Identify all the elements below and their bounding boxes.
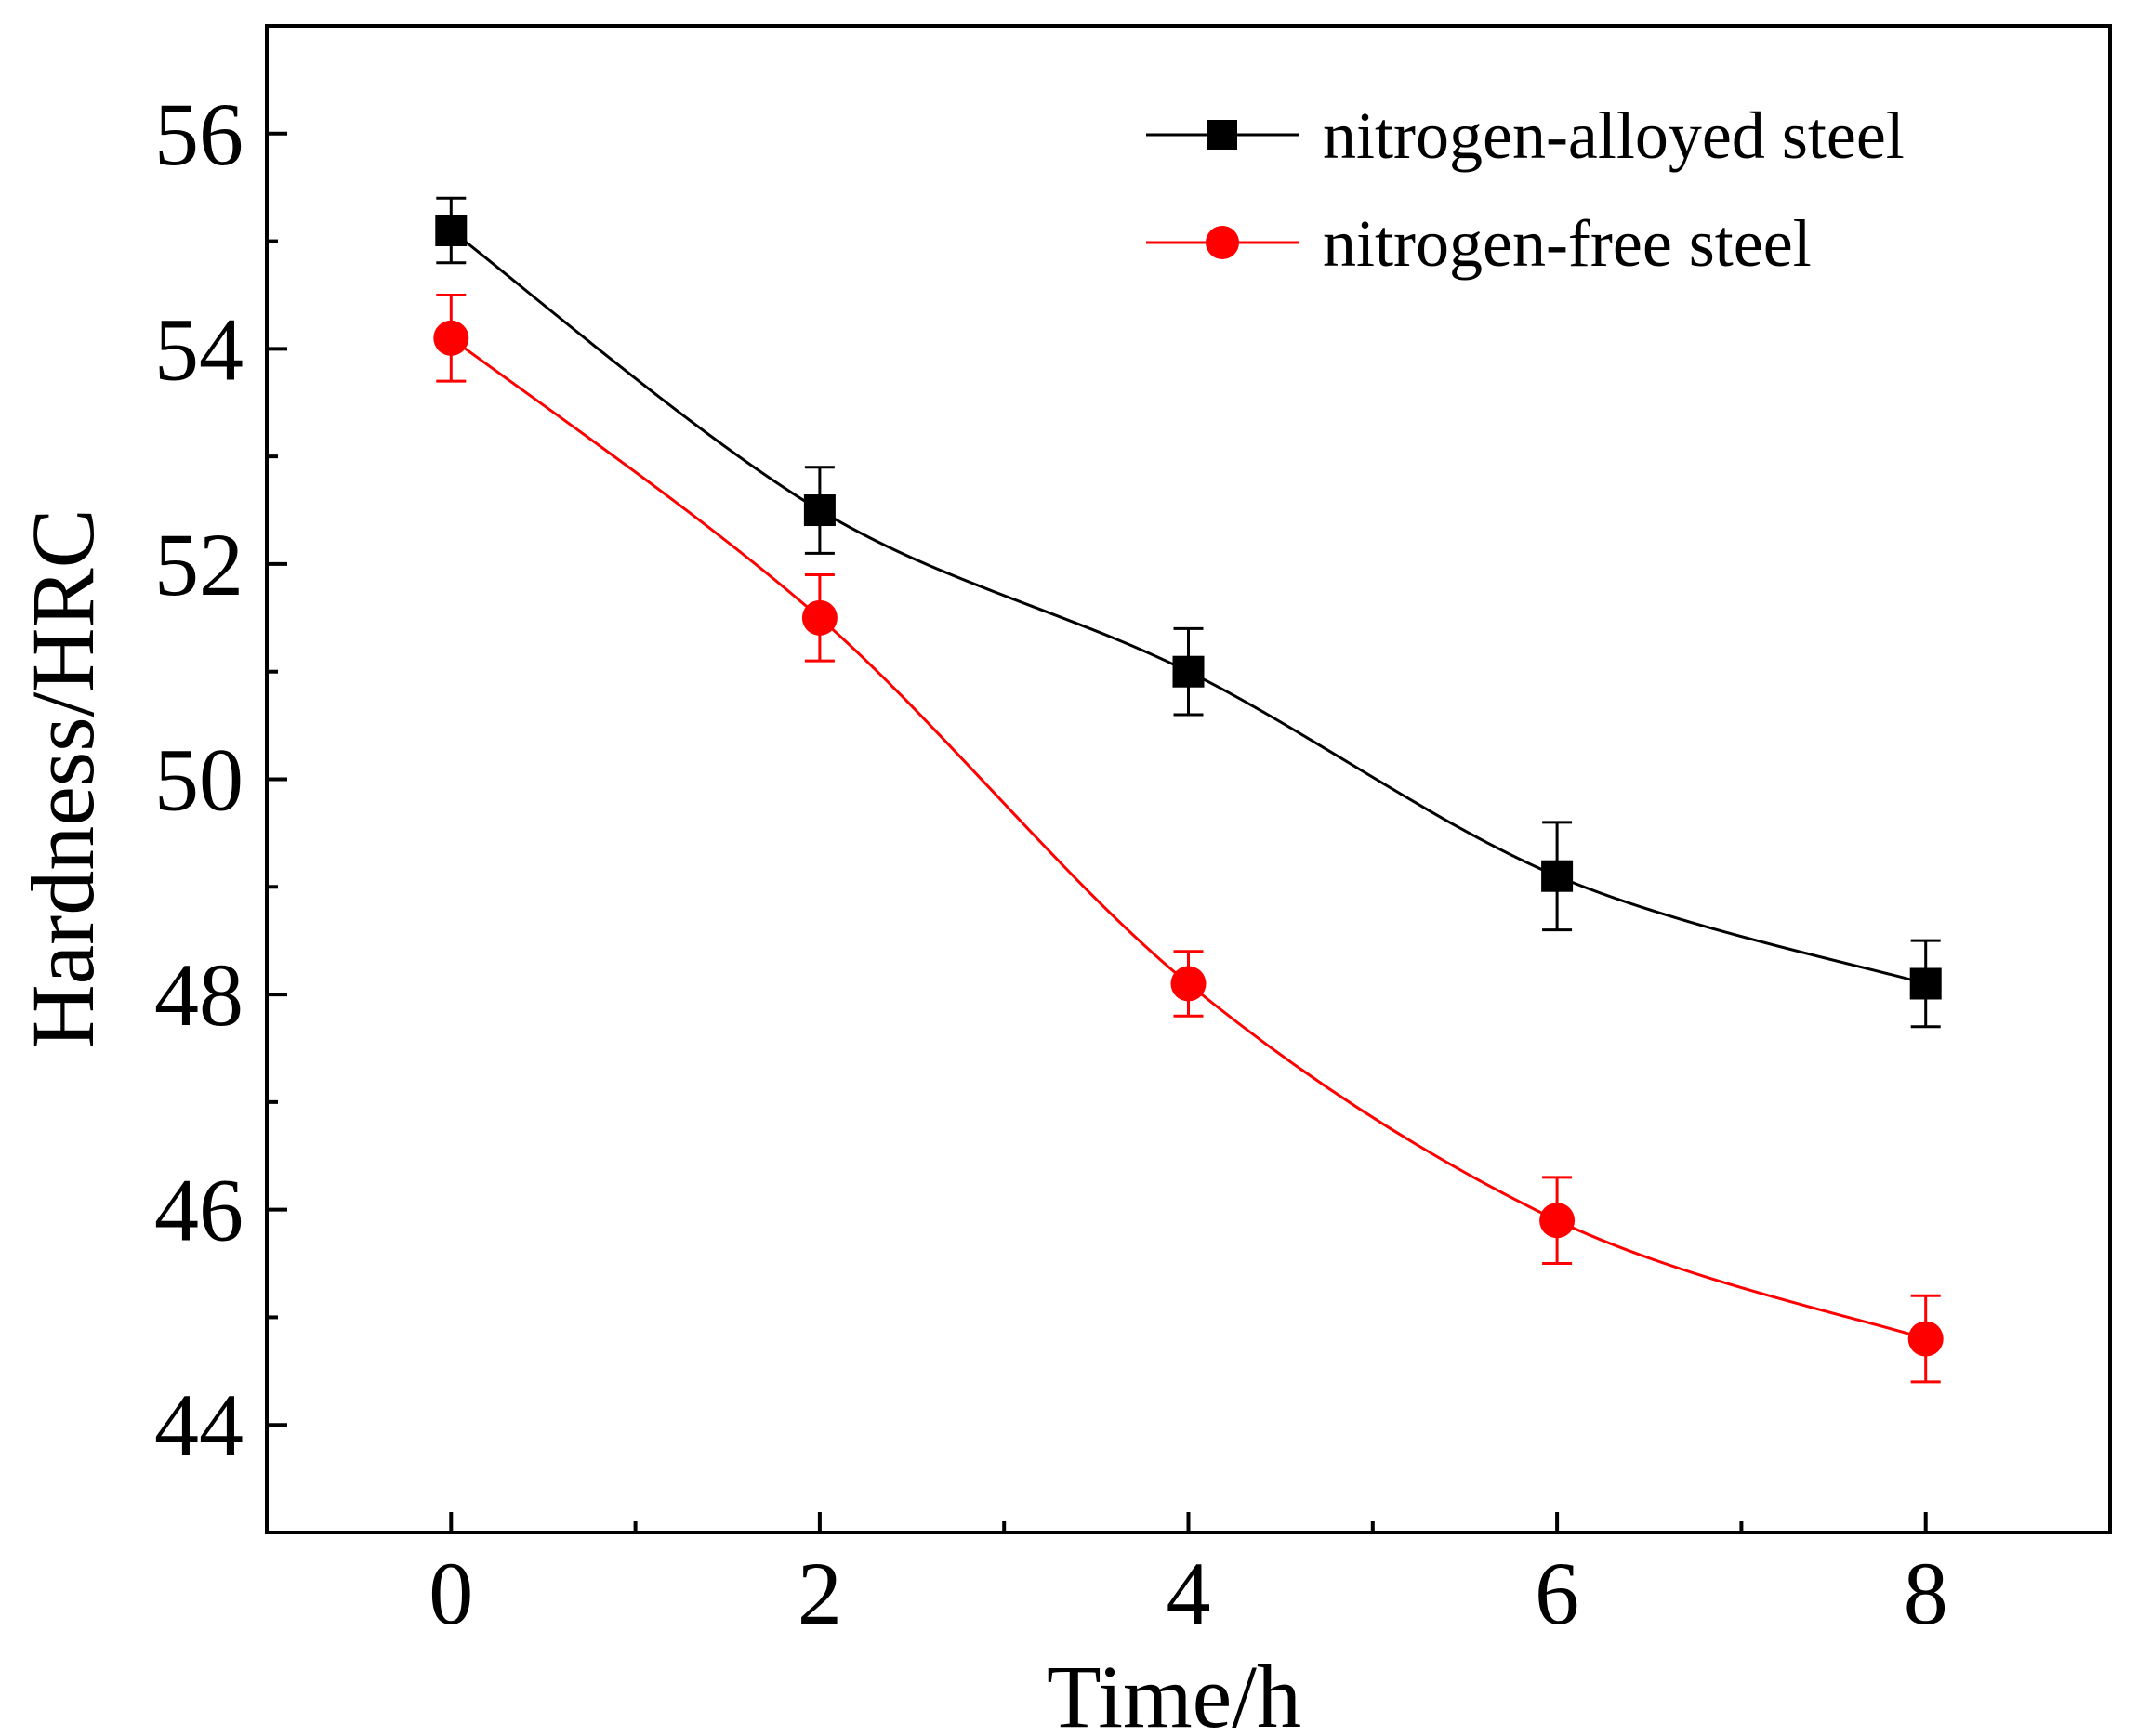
- series-line-nitrogen-free: [450, 336, 1927, 1341]
- data-point-nitrogen-alloyed: [1541, 860, 1574, 892]
- x-tick-label: 6: [1535, 1544, 1579, 1643]
- data-point-nitrogen-free: [801, 599, 838, 636]
- data-point-nitrogen-alloyed: [803, 494, 836, 527]
- legend-label-nitrogen-alloyed: nitrogen-alloyed steel: [1323, 99, 1905, 173]
- data-point-nitrogen-alloyed: [1172, 655, 1205, 688]
- y-tick-label: 44: [154, 1375, 244, 1475]
- x-tick-label: 0: [429, 1544, 473, 1643]
- y-axis-title: Hardness/HRC: [13, 508, 112, 1048]
- x-tick-label: 2: [798, 1544, 842, 1643]
- data-point-nitrogen-free: [1170, 966, 1207, 1002]
- legend-marker-nitrogen-free: [1206, 226, 1239, 259]
- y-tick-label: 54: [154, 299, 244, 399]
- ticks-layer: [267, 131, 1928, 1532]
- y-tick-label: 52: [154, 515, 244, 614]
- data-point-nitrogen-free: [1539, 1203, 1576, 1239]
- x-axis-title: Time/h: [1047, 1647, 1301, 1736]
- x-tick-label: 8: [1904, 1544, 1948, 1643]
- y-tick-label: 50: [154, 730, 244, 830]
- data-point-nitrogen-free: [1907, 1321, 1944, 1357]
- x-tick-label: 4: [1167, 1544, 1211, 1643]
- data-point-nitrogen-alloyed: [1909, 967, 1942, 1000]
- y-tick-label: 56: [154, 85, 244, 184]
- y-tick-label: 48: [154, 945, 244, 1045]
- y-tick-label: 46: [154, 1161, 244, 1260]
- data-point-nitrogen-free: [433, 320, 469, 356]
- data-point-nitrogen-alloyed: [435, 214, 468, 246]
- series-layer: [433, 196, 1944, 1384]
- legend-marker-nitrogen-alloyed: [1207, 120, 1237, 150]
- legend: nitrogen-alloyed steel nitrogen-free ste…: [1146, 99, 1905, 281]
- legend-label-nitrogen-free: nitrogen-free steel: [1323, 206, 1812, 281]
